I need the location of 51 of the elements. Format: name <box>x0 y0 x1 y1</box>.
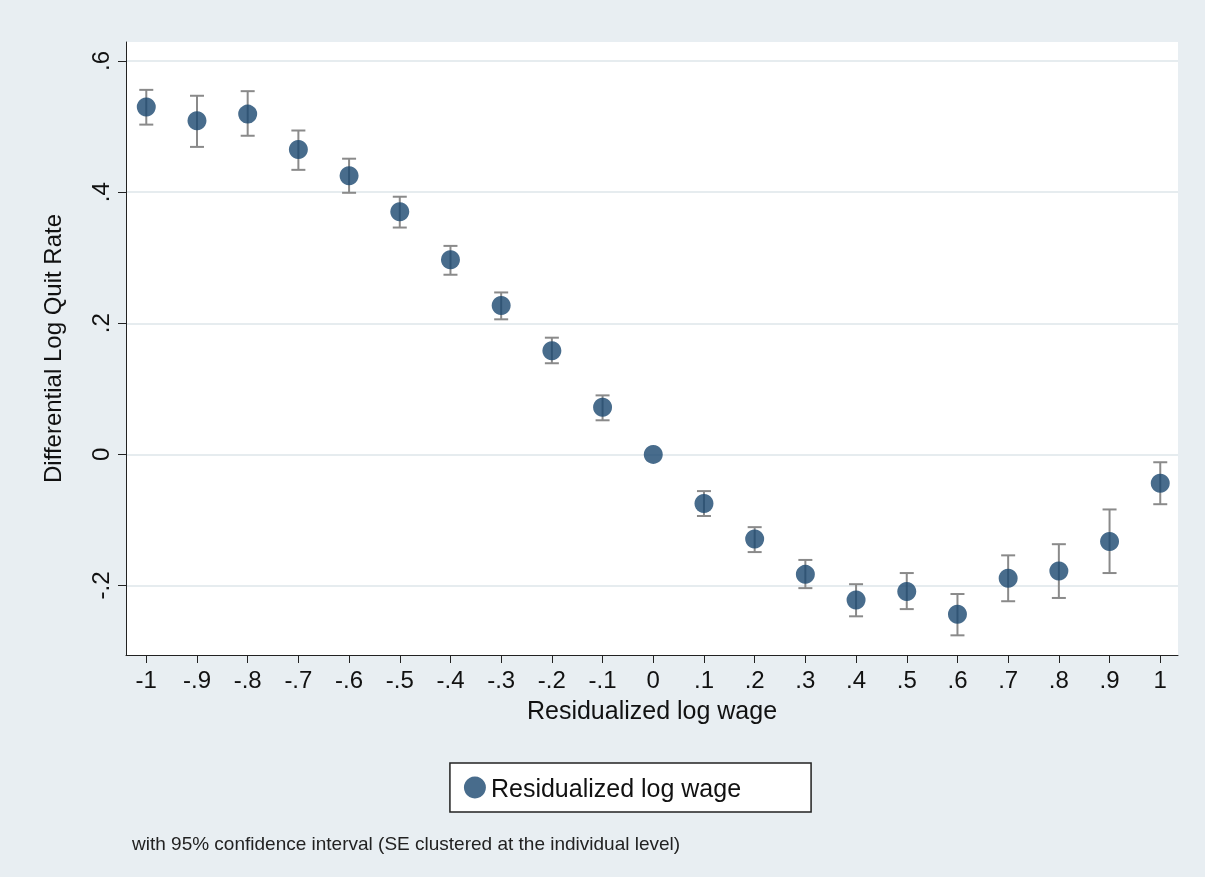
point <box>339 166 359 186</box>
point <box>440 250 460 270</box>
point <box>542 341 562 361</box>
x-tick-label: .7 <box>998 665 1019 693</box>
x-tick-label: -.8 <box>233 665 262 693</box>
x-tick-label: -.6 <box>335 665 364 693</box>
x-tick-label: .1 <box>693 665 714 693</box>
point <box>238 104 258 124</box>
x-tick-label: .2 <box>744 665 765 693</box>
point <box>947 604 967 624</box>
y-tick-label: .2 <box>86 313 114 334</box>
y-axis-title: Differential Log Quit Rate <box>38 213 66 484</box>
x-tick-label: .8 <box>1048 665 1069 693</box>
x-tick-label: -.1 <box>588 665 617 693</box>
point <box>1150 473 1170 493</box>
point <box>643 444 663 464</box>
point <box>288 140 308 160</box>
x-tick-label: -.2 <box>537 665 566 693</box>
point <box>846 590 866 610</box>
x-tick-label: -.7 <box>284 665 313 693</box>
y-tick-label: 0 <box>86 447 114 462</box>
point <box>745 529 765 549</box>
text: with 95% confidence interval (SE clustered at the individual level) <box>131 833 681 854</box>
x-tick-label: .9 <box>1099 665 1120 693</box>
point <box>998 568 1018 588</box>
x-tick-label: .3 <box>795 665 816 693</box>
point <box>390 202 410 222</box>
point <box>593 397 613 417</box>
x-tick-label: .4 <box>846 665 867 693</box>
x-tick-label: .6 <box>947 665 968 693</box>
legend-label: Residualized log wage <box>490 773 742 802</box>
x-tick-label: -.4 <box>436 665 465 693</box>
x-tick-label: -.5 <box>385 665 414 693</box>
y-tick-label: -.2 <box>86 571 114 600</box>
x-tick-label: .5 <box>896 665 917 693</box>
point <box>1049 561 1069 581</box>
x-tick-label: 0 <box>646 665 660 693</box>
x-tick-label: 1 <box>1153 665 1167 693</box>
point <box>136 97 156 117</box>
point <box>187 111 207 131</box>
x-tick-label: -.9 <box>182 665 211 693</box>
point <box>897 581 917 601</box>
point <box>694 494 714 514</box>
x-tick-label: -1 <box>135 665 157 693</box>
point <box>795 564 815 584</box>
x-tick-label: -.3 <box>487 665 516 693</box>
point <box>1100 532 1120 552</box>
y-tick-label: .6 <box>86 51 114 72</box>
point <box>491 296 511 316</box>
y-tick-label: .4 <box>86 182 114 203</box>
x-axis-title: Residualized log wage <box>526 695 778 724</box>
